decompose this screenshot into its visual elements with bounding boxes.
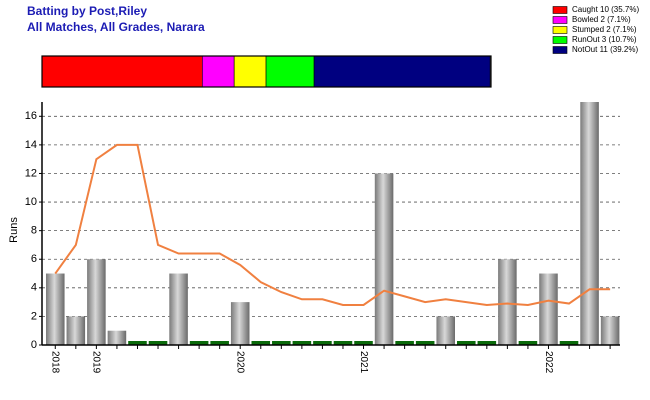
duck-bar	[313, 341, 332, 345]
duck-bar	[292, 341, 312, 345]
bar	[436, 316, 455, 345]
duck-bar	[272, 341, 291, 345]
y-tick-label: 14	[25, 139, 37, 151]
duck-bar	[333, 341, 353, 345]
dismissal-segment	[233, 55, 267, 88]
x-tick-label: 2019	[91, 351, 102, 374]
dismissal-frame	[41, 55, 492, 88]
chart-subtitle: All Matches, All Grades, Narara	[27, 20, 205, 34]
legend-swatch	[552, 46, 568, 54]
bar	[107, 330, 127, 345]
bar	[580, 102, 599, 345]
duck-bar	[457, 341, 476, 345]
bar	[46, 273, 65, 345]
duck-bar	[415, 341, 435, 345]
y-tick-label: 4	[31, 282, 37, 294]
duck-bar	[477, 341, 497, 345]
legend-label: NotOut 11 (39.2%)	[572, 45, 638, 54]
legend-swatch	[552, 6, 568, 14]
y-axis-label: Runs	[8, 217, 20, 243]
legend-swatch	[552, 16, 568, 24]
duck-bar	[251, 341, 271, 345]
duck-bar	[518, 341, 538, 345]
legend-label: RunOut 3 (10.7%)	[572, 35, 637, 44]
bar	[539, 273, 558, 345]
bar	[600, 316, 620, 345]
x-tick-label: 2021	[358, 351, 369, 374]
bar	[498, 259, 517, 345]
y-tick-label: 0	[31, 339, 37, 351]
duck-bar	[559, 341, 579, 345]
chart-title: Batting by Post,Riley	[27, 4, 147, 18]
legend-swatch	[552, 26, 568, 34]
duck-bar	[189, 341, 209, 345]
y-tick-label: 10	[25, 196, 37, 208]
bar	[374, 173, 394, 345]
duck-bar	[395, 341, 414, 345]
y-tick-label: 16	[25, 110, 37, 122]
dismissal-segment	[313, 55, 491, 88]
x-tick-label: 2020	[235, 351, 246, 374]
dismissal-segment	[201, 55, 235, 88]
legend-swatch	[552, 36, 568, 44]
duck-bar	[354, 341, 373, 345]
average-line	[54, 143, 611, 306]
y-tick-label: 6	[31, 253, 37, 265]
bar	[66, 316, 86, 345]
dismissal-segment	[265, 55, 315, 88]
duck-bar	[148, 341, 168, 345]
bar	[169, 273, 188, 345]
legend-label: Caught 10 (35.7%)	[572, 5, 639, 14]
duck-bar	[128, 341, 147, 345]
dismissal-segment	[41, 55, 203, 88]
legend-label: Bowled 2 (7.1%)	[572, 15, 631, 24]
x-tick-label: 2022	[543, 351, 554, 374]
x-tick-label: 2018	[50, 351, 61, 374]
duck-bar	[210, 341, 229, 345]
bar	[87, 259, 106, 345]
bar	[230, 302, 250, 345]
y-tick-label: 12	[25, 167, 37, 179]
y-tick-label: 2	[31, 310, 37, 322]
legend-label: Stumped 2 (7.1%)	[572, 25, 637, 34]
y-tick-label: 8	[31, 225, 37, 237]
